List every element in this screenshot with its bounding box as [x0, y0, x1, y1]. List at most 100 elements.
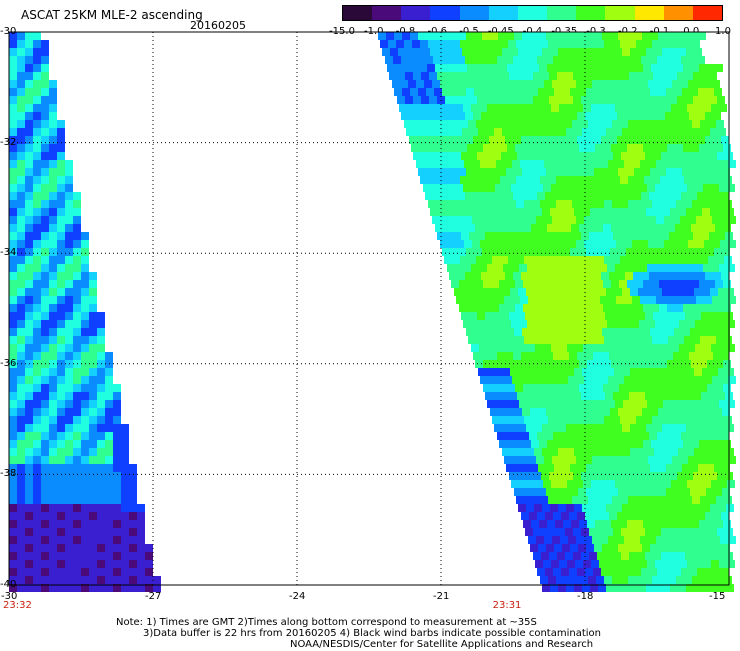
wind-cell	[696, 376, 704, 384]
wind-cell	[65, 504, 73, 512]
wind-cell	[25, 536, 33, 544]
wind-cell	[49, 504, 57, 512]
wind-cell	[517, 312, 525, 320]
colorbar-segment	[488, 6, 518, 20]
wind-cell	[693, 528, 701, 536]
wind-cell	[706, 408, 714, 416]
wind-cell	[65, 184, 73, 192]
wind-cell	[65, 416, 73, 424]
wind-cell	[9, 48, 17, 56]
wind-cell	[534, 424, 542, 432]
wind-cell	[670, 368, 678, 376]
wind-cell	[562, 464, 570, 472]
wind-cell	[129, 560, 137, 568]
wind-cell	[546, 248, 554, 256]
wind-cell	[493, 232, 501, 240]
wind-cell	[417, 56, 425, 64]
wind-cell	[650, 544, 658, 552]
wind-cell	[455, 104, 463, 112]
wind-cell	[523, 440, 531, 448]
map-date: 20160205	[190, 19, 246, 32]
wind-cell	[9, 560, 17, 568]
wind-cell	[577, 192, 585, 200]
wind-cell	[626, 544, 634, 552]
wind-cell	[532, 336, 540, 344]
wind-cell	[525, 96, 533, 104]
wind-cell	[673, 192, 681, 200]
wind-cell	[65, 288, 73, 296]
wind-cell	[460, 176, 468, 184]
wind-cell	[505, 192, 513, 200]
wind-cell	[49, 168, 57, 176]
wind-cell	[711, 320, 719, 328]
wind-cell	[578, 544, 586, 552]
wind-cell	[526, 48, 534, 56]
wind-cell	[563, 144, 571, 152]
wind-cell	[471, 320, 479, 328]
wind-cell	[507, 360, 515, 368]
wind-cell	[658, 32, 666, 40]
wind-cell	[597, 528, 605, 536]
wind-cell	[656, 240, 664, 248]
wind-cell	[425, 136, 433, 144]
wind-cell	[487, 344, 495, 352]
wind-cell	[57, 152, 65, 160]
wind-cell	[573, 96, 581, 104]
wind-cell	[521, 272, 529, 280]
wind-cell	[629, 312, 637, 320]
wind-cell	[714, 544, 722, 552]
wind-cell	[547, 304, 555, 312]
wind-cell	[668, 120, 676, 128]
wind-cell	[73, 424, 81, 432]
wind-cell	[49, 368, 57, 376]
wind-cell	[585, 272, 593, 280]
wind-cell	[612, 416, 620, 424]
wind-cell	[33, 392, 41, 400]
wind-cell	[25, 544, 33, 552]
wind-cell	[41, 552, 49, 560]
wind-cell	[388, 40, 396, 48]
wind-cell	[73, 448, 81, 456]
wind-cell	[724, 496, 732, 504]
wind-cell	[543, 264, 551, 272]
wind-cell	[460, 40, 468, 48]
wind-cell	[575, 320, 583, 328]
wind-cell	[664, 160, 672, 168]
wind-cell	[121, 568, 129, 576]
wind-cell	[461, 72, 469, 80]
wind-cell	[498, 408, 506, 416]
wind-cell	[717, 392, 725, 400]
wind-cell	[65, 552, 73, 560]
wind-cell	[661, 528, 669, 536]
wind-cell	[565, 152, 573, 160]
wind-cell	[702, 368, 710, 376]
wind-cell	[25, 320, 33, 328]
wind-cell	[666, 248, 674, 256]
wind-cell	[618, 32, 626, 40]
wind-cell	[656, 536, 664, 544]
wind-cell	[705, 272, 713, 280]
wind-cell	[121, 472, 129, 480]
wind-cell	[73, 248, 81, 256]
wind-cell	[25, 120, 33, 128]
wind-cell	[714, 464, 722, 472]
wind-cell	[41, 72, 49, 80]
wind-cell	[674, 408, 682, 416]
wind-cell	[65, 320, 73, 328]
wind-cell	[432, 80, 440, 88]
wind-cell	[523, 384, 531, 392]
wind-cell	[504, 456, 512, 464]
wind-cell	[646, 48, 654, 56]
wind-cell	[33, 192, 41, 200]
wind-cell	[630, 128, 638, 136]
map-title: ASCAT 25KM MLE-2 ascending	[21, 8, 203, 22]
wind-cell	[482, 88, 490, 96]
wind-cell	[81, 272, 89, 280]
lat-tick-label: -30	[0, 26, 17, 37]
wind-cell	[697, 192, 705, 200]
wind-cell	[699, 520, 707, 528]
wind-cell	[33, 344, 41, 352]
wind-cell	[514, 408, 522, 416]
wind-cell	[713, 112, 721, 120]
wind-cell	[505, 56, 513, 64]
